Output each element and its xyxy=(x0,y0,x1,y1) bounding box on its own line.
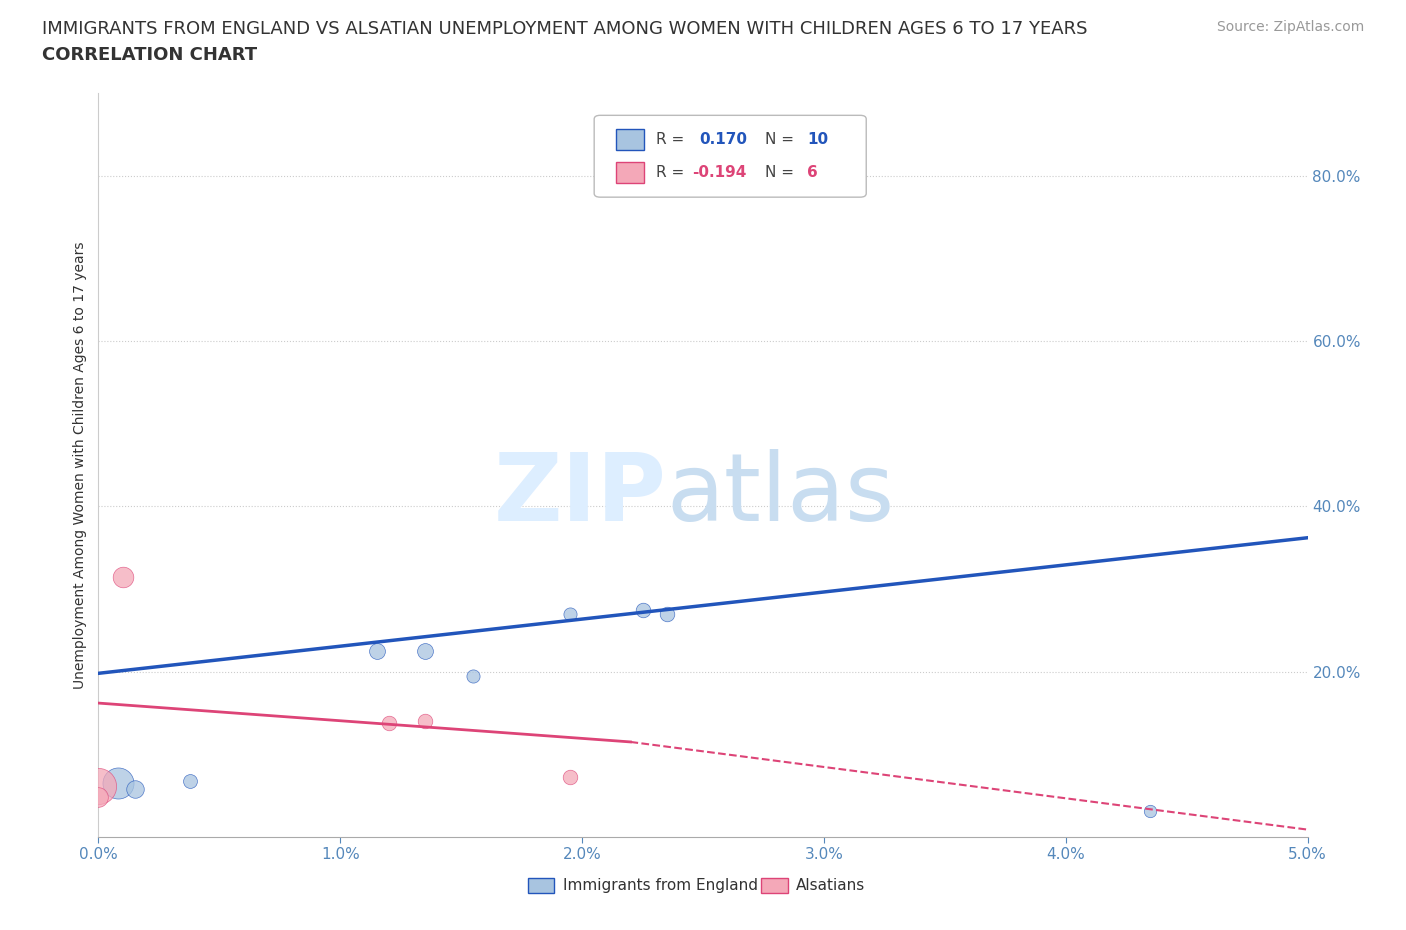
Point xyxy=(655,606,678,621)
Text: N =: N = xyxy=(765,132,793,147)
Point xyxy=(558,770,581,785)
FancyBboxPatch shape xyxy=(527,878,554,893)
Point xyxy=(179,774,201,789)
Text: atlas: atlas xyxy=(666,449,896,540)
Text: 6: 6 xyxy=(807,166,818,180)
Text: CORRELATION CHART: CORRELATION CHART xyxy=(42,46,257,64)
Point xyxy=(366,644,388,658)
Text: 10: 10 xyxy=(807,132,828,147)
Point xyxy=(377,715,399,730)
Point xyxy=(124,781,146,796)
Point xyxy=(1139,804,1161,818)
Point xyxy=(413,644,436,658)
FancyBboxPatch shape xyxy=(761,878,787,893)
Text: 0.170: 0.170 xyxy=(699,132,748,147)
Text: ZIP: ZIP xyxy=(494,449,666,540)
Text: IMMIGRANTS FROM ENGLAND VS ALSATIAN UNEMPLOYMENT AMONG WOMEN WITH CHILDREN AGES : IMMIGRANTS FROM ENGLAND VS ALSATIAN UNEM… xyxy=(42,20,1088,38)
FancyBboxPatch shape xyxy=(616,162,644,183)
Point xyxy=(107,776,129,790)
Point xyxy=(87,790,110,804)
Text: R =: R = xyxy=(655,132,685,147)
Text: Immigrants from England: Immigrants from England xyxy=(562,878,758,893)
FancyBboxPatch shape xyxy=(616,129,644,151)
Point xyxy=(463,669,485,684)
Point xyxy=(111,569,134,584)
Point xyxy=(87,778,110,793)
Text: Source: ZipAtlas.com: Source: ZipAtlas.com xyxy=(1216,20,1364,34)
Text: Alsatians: Alsatians xyxy=(796,878,865,893)
Text: -0.194: -0.194 xyxy=(692,166,747,180)
FancyBboxPatch shape xyxy=(595,115,866,197)
Point xyxy=(631,603,654,618)
Point xyxy=(558,606,581,621)
Text: N =: N = xyxy=(765,166,793,180)
Point xyxy=(413,714,436,729)
Y-axis label: Unemployment Among Women with Children Ages 6 to 17 years: Unemployment Among Women with Children A… xyxy=(73,241,87,689)
Text: R =: R = xyxy=(655,166,685,180)
